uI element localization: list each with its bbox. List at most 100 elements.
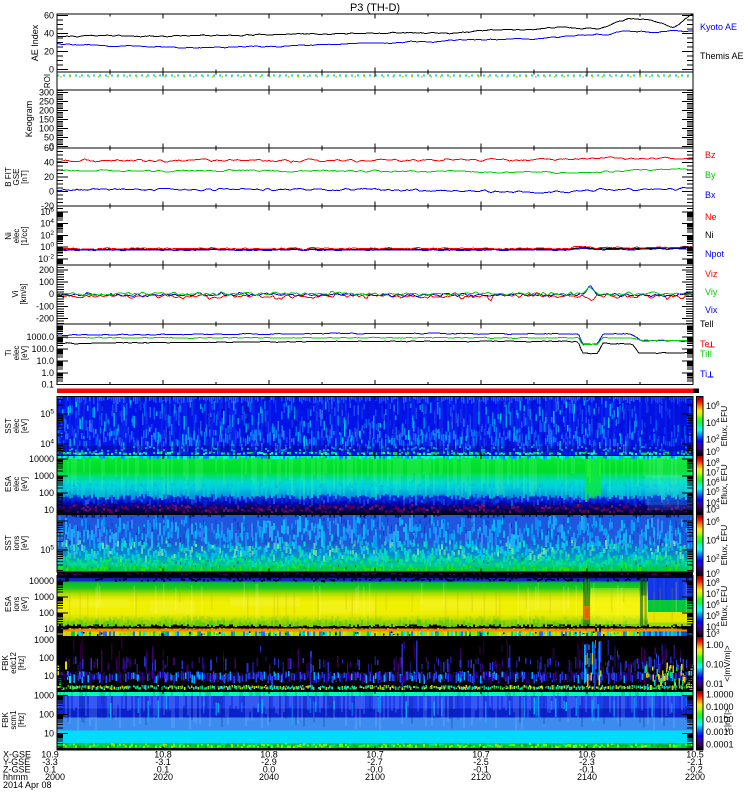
svg-text:-3.3: -3.3 [42,757,58,767]
svg-text:Eflux, EFU: Eflux, EFU [719,464,729,505]
svg-text:200: 200 [39,265,54,275]
svg-text:10.0: 10.0 [36,356,54,366]
svg-text:104: 104 [706,418,720,429]
svg-text:10: 10 [44,624,54,634]
svg-text:[eV]: [eV] [20,597,29,611]
svg-text:elec: elec [12,477,21,492]
svg-text:Bz: Bz [705,150,716,160]
svg-text:1.0000: 1.0000 [706,690,734,700]
svg-text:Y-GSE: Y-GSE [3,757,30,767]
svg-text:-3.1: -3.1 [155,757,171,767]
svg-text:ESA: ESA [4,475,13,492]
svg-text:20: 20 [44,47,54,57]
svg-text:0.1: 0.1 [41,380,54,390]
svg-text:0.1: 0.1 [44,765,57,775]
svg-text:0.1000: 0.1000 [706,702,734,712]
svg-text:0: 0 [49,289,54,299]
svg-text:Npot: Npot [705,249,725,259]
svg-text:104: 104 [706,498,720,509]
svg-text:2020: 2020 [153,772,173,782]
svg-text:-2.3: -2.3 [579,757,595,767]
svg-text:105: 105 [40,409,54,420]
svg-text:100: 100 [39,710,54,720]
svg-text:Bx: Bx [705,190,716,200]
svg-text:2100: 2100 [365,772,385,782]
svg-text:1.00: 1.00 [706,640,724,650]
svg-text:60: 60 [44,143,54,153]
svg-text:107: 107 [706,467,720,478]
svg-text:[nT]: [nT] [20,170,29,184]
svg-text:0.0001: 0.0001 [706,740,734,750]
svg-text:10000: 10000 [29,454,54,464]
svg-text:106: 106 [706,477,720,488]
svg-text:10.5: 10.5 [686,750,704,760]
svg-text:106: 106 [706,600,720,611]
svg-text:100: 100 [39,653,54,663]
svg-text:Tell: Tell [700,319,714,329]
svg-text:Viz: Viz [705,269,718,279]
svg-text:40: 40 [44,29,54,39]
svg-text:ESA: ESA [4,595,13,612]
svg-text:[Hz]: [Hz] [17,656,26,670]
svg-text:hhmm: hhmm [3,772,28,782]
svg-text:104: 104 [40,218,54,229]
svg-text:[1/cc]: [1/cc] [20,226,29,245]
svg-text:Ti: Ti [4,350,13,357]
svg-text:100: 100 [706,447,720,458]
svg-text:[km/s]: [km/s] [19,283,28,304]
svg-text:0.1: 0.1 [157,765,170,775]
svg-text:0: 0 [49,142,54,152]
svg-text:100: 100 [39,608,54,618]
svg-text:10-2: 10-2 [38,253,54,264]
svg-text:100.0: 100.0 [31,344,54,354]
svg-text:Eflux, EFU: Eflux, EFU [719,406,729,447]
svg-text:1000: 1000 [34,592,54,602]
svg-text:100: 100 [706,569,720,580]
svg-text:106: 106 [706,401,720,412]
svg-text:B FIT: B FIT [4,167,13,187]
svg-text:100: 100 [39,488,54,498]
svg-text:102: 102 [706,554,720,565]
svg-text:20: 20 [44,172,54,182]
svg-text:100: 100 [39,277,54,287]
svg-text:-0.2: -0.2 [687,765,703,775]
svg-text:2000: 2000 [45,772,65,782]
svg-text:By: By [705,170,716,180]
svg-text:2140: 2140 [577,772,597,782]
svg-text:10.7: 10.7 [472,750,490,760]
svg-text:-20: -20 [41,201,54,211]
svg-text:Ti: Ti [700,369,707,379]
svg-text:0.0: 0.0 [263,765,276,775]
svg-text:108: 108 [706,578,720,589]
svg-text:Viy: Viy [705,287,718,297]
svg-text:P3 (TH-D): P3 (TH-D) [350,2,400,14]
svg-text:TiII: TiII [700,349,712,359]
svg-text:100: 100 [39,124,54,134]
svg-text:105: 105 [706,487,720,498]
svg-text:2120: 2120 [471,772,491,782]
svg-text:200: 200 [39,106,54,116]
svg-text:[Hz]: [Hz] [17,713,26,727]
svg-text:X-GSE: X-GSE [3,750,31,760]
svg-text:Keogram: Keogram [24,101,34,138]
svg-text:-2.9: -2.9 [261,757,277,767]
svg-text:60: 60 [44,11,54,21]
svg-text:Themis AE: Themis AE [700,51,744,61]
svg-text:10: 10 [44,505,54,515]
svg-text:-2.7: -2.7 [367,757,383,767]
svg-text:2014 Apr 08: 2014 Apr 08 [3,780,52,790]
svg-text:Ne: Ne [705,212,717,222]
svg-text:0.0010: 0.0010 [706,727,734,737]
svg-text:Ni: Ni [705,230,714,240]
svg-text:Ni: Ni [4,232,13,240]
svg-text:300: 300 [39,88,54,98]
svg-text:103: 103 [706,629,720,640]
svg-text:Kyoto AE: Kyoto AE [700,22,737,32]
svg-text:-0.1: -0.1 [473,765,489,775]
svg-text:-2.1: -2.1 [687,757,703,767]
svg-text:SST: SST [4,535,13,551]
svg-text:0.0100: 0.0100 [706,715,734,725]
svg-text:AE Index: AE Index [30,24,40,61]
svg-text:[eV]: [eV] [20,419,29,433]
svg-text:Eflux, EFU: Eflux, EFU [719,525,729,566]
